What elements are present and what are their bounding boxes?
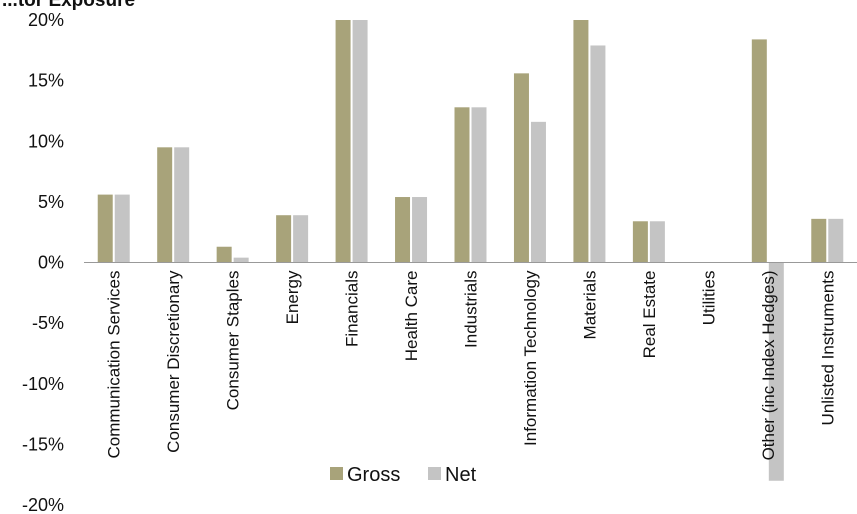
bar-gross — [454, 107, 470, 263]
bar-series — [97, 20, 844, 481]
y-tick-label: 0% — [38, 253, 64, 273]
y-tick-label: 10% — [28, 131, 64, 151]
bar-net — [352, 20, 368, 263]
chart-title: ...tor Exposure — [2, 0, 135, 11]
legend-swatch-net — [428, 467, 441, 480]
x-tick-label: Consumer Staples — [224, 271, 243, 411]
bar-gross — [97, 194, 113, 263]
y-axis: -20% -15% -10% -5% 0% 5% 10% 15% 20% — [22, 10, 64, 514]
bar-net — [114, 194, 130, 263]
x-tick-label: Energy — [283, 270, 302, 324]
y-tick-label: -20% — [22, 495, 64, 514]
bar-net — [530, 121, 546, 263]
x-tick-label: Health Care — [402, 271, 421, 362]
bar-gross — [811, 218, 827, 263]
legend-label-gross: Gross — [347, 464, 400, 486]
y-tick-label: -15% — [22, 434, 64, 454]
legend-swatch-gross — [330, 467, 343, 480]
x-tick-label: Consumer Discretionary — [164, 270, 183, 453]
y-tick-label: 15% — [28, 71, 64, 91]
legend-label-net: Net — [445, 464, 477, 486]
y-tick-label: 20% — [28, 10, 64, 30]
bar-gross — [335, 20, 351, 263]
legend: Gross Net — [330, 464, 477, 486]
bar-net — [768, 262, 784, 481]
bar-net — [590, 45, 606, 263]
x-tick-label: Communication Services — [105, 271, 124, 459]
x-tick-label: Utilities — [699, 271, 718, 326]
x-tick-label: Industrials — [462, 271, 481, 348]
x-tick-label: Other (inc Index Hedges) — [759, 271, 778, 461]
x-tick-label: Financials — [343, 271, 362, 348]
bar-gross — [573, 20, 589, 263]
bar-gross — [276, 215, 292, 263]
bar-gross — [157, 147, 173, 263]
x-tick-label: Real Estate — [640, 271, 659, 359]
bar-net — [471, 107, 487, 263]
x-tick-label: Information Technology — [521, 270, 540, 446]
y-tick-label: 5% — [38, 192, 64, 212]
x-tick-label: Materials — [580, 271, 599, 340]
x-axis-labels: Communication Services Consumer Discretio… — [105, 270, 838, 460]
bar-net — [649, 221, 665, 263]
bar-net — [412, 197, 428, 263]
bar-gross — [513, 73, 529, 263]
bar-gross — [395, 197, 411, 263]
x-tick-label: Unlisted Instruments — [818, 271, 837, 426]
bar-gross — [216, 246, 232, 263]
bar-net — [174, 147, 190, 263]
bar-net — [293, 215, 309, 263]
y-tick-label: -5% — [32, 313, 64, 333]
bar-net — [828, 218, 844, 263]
bar-gross — [751, 39, 767, 263]
bar-gross — [632, 221, 648, 263]
bar-net — [233, 257, 249, 263]
y-tick-label: -10% — [22, 374, 64, 394]
